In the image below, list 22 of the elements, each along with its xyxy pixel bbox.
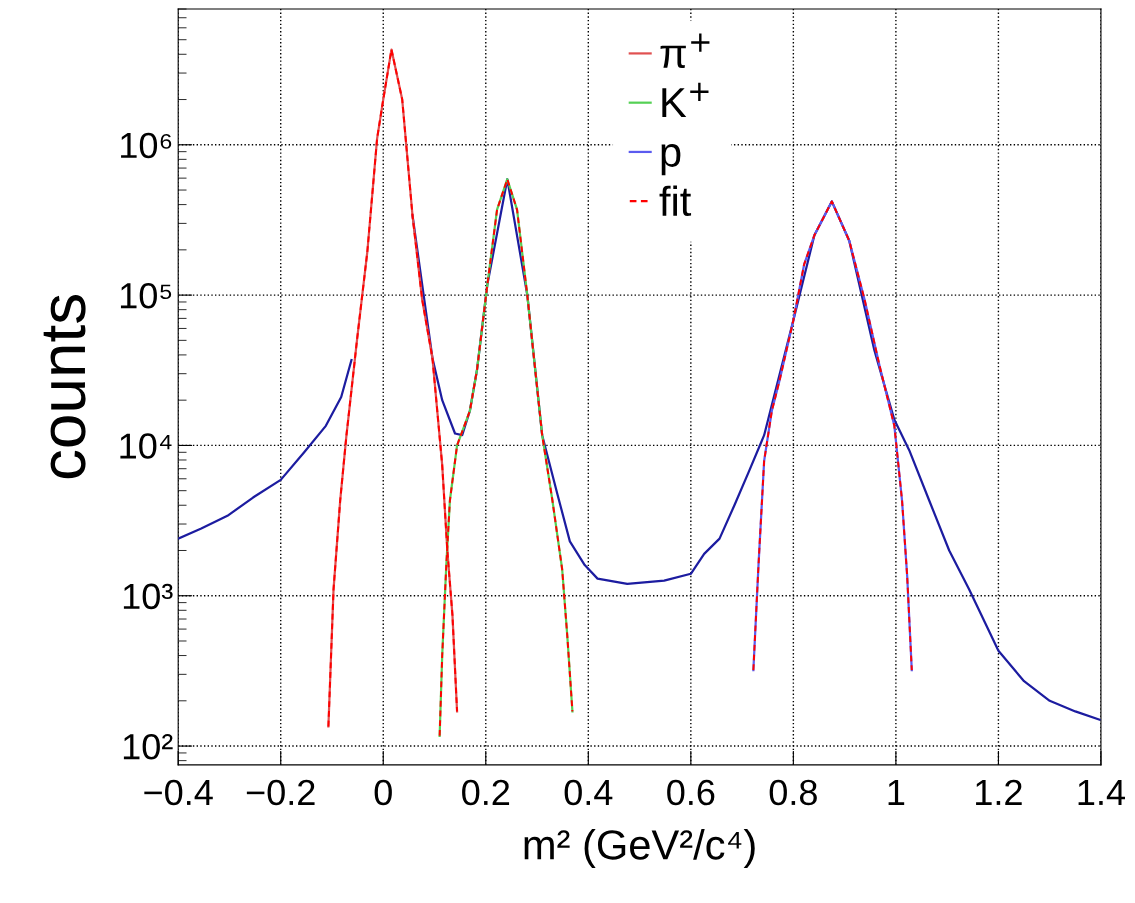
x-tick-label: 0.8 bbox=[769, 779, 817, 806]
x-tick-label: 1 bbox=[888, 780, 905, 805]
legend-label: K$^{+}$ bbox=[662, 82, 709, 117]
x-tick-label: 0.4 bbox=[564, 779, 613, 806]
x-axis-title: m² (GeV²/c⁴) bbox=[524, 829, 755, 868]
y-tick-label: 10⁶ bbox=[121, 132, 172, 159]
legend-label: fit bbox=[659, 185, 692, 217]
legend-label: π$^{+}$ bbox=[660, 33, 710, 69]
x-tick-label: 1.4 bbox=[1078, 780, 1125, 805]
y-tick-label: 10² bbox=[123, 733, 173, 760]
legend-label: p bbox=[661, 144, 681, 176]
x-tick-label: 0.6 bbox=[667, 779, 715, 806]
y-tick-label: 10³ bbox=[123, 583, 173, 610]
x-tick-label: 0.2 bbox=[462, 779, 510, 806]
y-axis-title: counts bbox=[43, 295, 86, 479]
y-tick-label: 10⁴ bbox=[120, 433, 172, 459]
line-series bbox=[752, 200, 913, 672]
y-tick-label: 10⁵ bbox=[120, 282, 172, 309]
x-tick-label: 0 bbox=[374, 779, 392, 806]
x-tick-label: −0.2 bbox=[246, 779, 315, 806]
x-tick-label: −0.4 bbox=[144, 779, 213, 806]
x-tick-label: 1.2 bbox=[976, 779, 1022, 805]
